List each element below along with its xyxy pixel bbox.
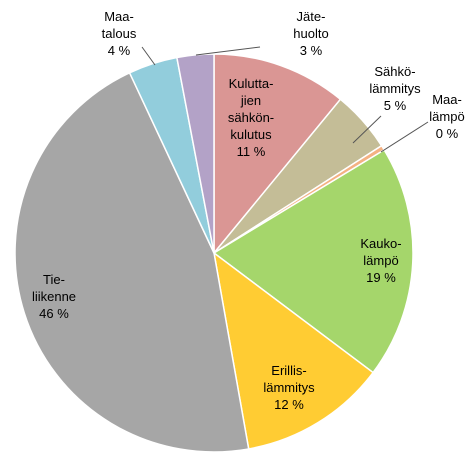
pie-slices (14, 53, 414, 453)
leader-line (141, 46, 156, 66)
slice-name-line: Sähkö- (374, 64, 415, 79)
pie-slice (175, 53, 215, 254)
slice-name-line: liikenne (32, 289, 76, 304)
slice-value-label: 46 % (39, 306, 69, 321)
slice-name-line: huolto (293, 26, 328, 41)
slice-value-label: 19 % (366, 270, 396, 285)
leader-lines (141, 46, 429, 153)
slice-name-line: Kauko- (360, 236, 401, 251)
slice-name-line: talous (102, 26, 137, 41)
slice-name-line: Tie- (43, 272, 65, 287)
slice-label: Maa-lämpö 0 % (429, 92, 464, 141)
slice-name-line: Erillis- (271, 363, 306, 378)
leader-line (380, 121, 429, 153)
pie-slice (212, 251, 375, 450)
slice-name-line: Kulutta- (229, 76, 274, 91)
slice-name-line: Maa- (104, 9, 134, 24)
slice-name-line: lämmitys (369, 81, 421, 96)
slice-value-label: 12 % (274, 397, 304, 412)
slice-name-line: lämmitys (263, 380, 315, 395)
slice-value-label: 0 % (436, 126, 459, 141)
slice-name-line: Jäte- (297, 9, 326, 24)
slice-value-label: 5 % (384, 98, 407, 113)
slice-label: Kulutta-jien sähkön-kulutus 11 % (228, 76, 274, 159)
leader-line (352, 115, 382, 144)
slice-value-label: 4 % (108, 43, 131, 58)
leader-line (195, 46, 261, 56)
pie-slice (212, 148, 414, 374)
slice-label: Tie-liikenne 46 % (32, 272, 76, 321)
slice-name-line: sähkön- (228, 110, 274, 125)
slice-name-line: jien (240, 93, 261, 108)
slice-name-line: Maa- (432, 92, 462, 107)
slice-label: Sähkö-lämmitys 5 % (369, 64, 421, 113)
slice-name-line: lämpö (429, 109, 464, 124)
pie-slice (14, 71, 250, 453)
slice-value-label: 11 % (237, 144, 266, 159)
slice-value-label: 3 % (300, 43, 323, 58)
pie-slice (213, 53, 342, 256)
slice-label: Maa-talous 4 % (102, 9, 137, 58)
slice-labels: Kulutta-jien sähkön-kulutus 11 % Sähkö-lämm… (32, 9, 465, 412)
slice-label: Erillis-lämmitys 12 % (263, 363, 315, 412)
slice-label: Kauko-lämpö 19 % (360, 236, 401, 285)
slice-name-line: lämpö (363, 253, 398, 268)
slice-name-line: kulutus (230, 127, 272, 142)
slice-label: Jäte-huolto 3 % (293, 9, 328, 58)
